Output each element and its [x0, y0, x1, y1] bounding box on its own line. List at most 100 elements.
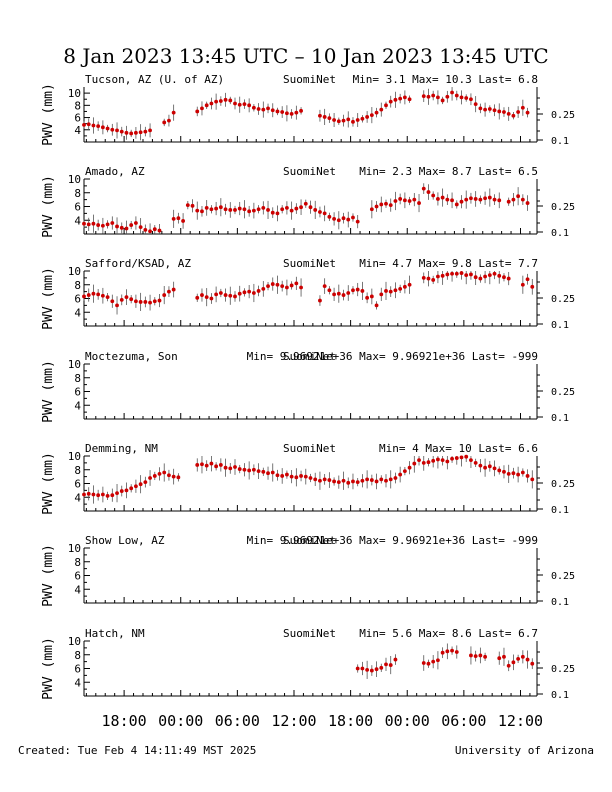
data-point [275, 211, 280, 216]
data-point [96, 292, 101, 297]
data-point [511, 197, 516, 202]
data-point [497, 468, 502, 473]
data-point [525, 110, 530, 115]
data-point [143, 129, 148, 134]
y-tick-label: 6 [74, 386, 81, 399]
data-point [469, 196, 473, 201]
data-point [487, 195, 492, 200]
data-point [223, 207, 228, 212]
data-point [214, 99, 219, 104]
data-point [280, 474, 285, 478]
data-point [134, 484, 138, 489]
data-point [360, 116, 365, 121]
data-point [162, 293, 167, 297]
data-point [398, 197, 403, 201]
data-point [421, 460, 426, 465]
data-point [436, 658, 440, 663]
y-tick-label: 8 [74, 556, 81, 569]
data-point [148, 476, 152, 480]
data-point [86, 293, 91, 297]
data-point [393, 657, 398, 662]
data-point [374, 110, 379, 115]
data-point [351, 479, 355, 484]
data-point [506, 663, 511, 668]
data-point [398, 286, 403, 291]
data-point [100, 223, 105, 228]
data-point [341, 216, 346, 221]
right-tick-label: 0.25 [551, 479, 575, 490]
data-point [280, 284, 285, 289]
data-point [237, 206, 242, 211]
data-point [251, 291, 256, 295]
data-point [388, 203, 393, 208]
data-point [379, 477, 384, 482]
data-point [445, 197, 450, 202]
data-point [332, 118, 336, 122]
data-point [275, 282, 280, 287]
station-name: Tucson, AZ (U. of AZ) [85, 73, 224, 86]
created-timestamp: Created: Tue Feb 4 14:11:49 MST 2025 [18, 744, 256, 757]
data-point [346, 117, 351, 122]
data-point [483, 274, 487, 279]
data-point [450, 271, 454, 276]
data-point [157, 298, 162, 303]
data-point [266, 208, 270, 212]
data-point [299, 474, 303, 478]
y-tick-label: 4 [74, 583, 81, 596]
data-point [233, 101, 237, 106]
data-point [82, 294, 86, 299]
data-point [289, 111, 294, 116]
data-point [148, 300, 152, 305]
data-point [369, 113, 374, 118]
network-label: SuomiNet [283, 350, 336, 363]
data-point [322, 477, 327, 482]
data-point [478, 463, 483, 468]
y-axis-label: PWV (mm) [41, 637, 56, 700]
data-point [421, 94, 426, 99]
data-point [171, 110, 176, 115]
right-tick-label: 0.1 [551, 413, 569, 424]
data-point [388, 663, 393, 667]
y-axis-label: PWV (mm) [41, 83, 56, 146]
data-point [369, 294, 374, 299]
data-point [86, 222, 91, 227]
data-point [110, 221, 115, 225]
right-tick-label: 0.1 [551, 505, 569, 516]
data-point [355, 118, 360, 122]
data-point [214, 206, 219, 211]
y-tick-label: 10 [68, 542, 81, 555]
data-point [105, 222, 110, 227]
data-point [289, 283, 294, 288]
data-point [459, 95, 464, 100]
network-label: SuomiNet [283, 257, 336, 270]
data-point [129, 486, 134, 491]
data-point [469, 653, 473, 658]
network-label: SuomiNet [283, 627, 336, 640]
data-point [218, 291, 223, 295]
data-point [242, 102, 247, 107]
data-point [214, 464, 219, 469]
data-point [431, 458, 436, 463]
data-point [218, 99, 223, 103]
data-point [233, 208, 237, 212]
stats-label: Min= 4.7 Max= 9.8 Last= 7.7 [359, 257, 538, 270]
data-point [483, 107, 487, 112]
data-point [195, 109, 200, 114]
station-name: Safford/KSAD, AZ [85, 257, 191, 270]
data-point [322, 115, 327, 119]
data-point [209, 296, 214, 301]
data-point [374, 479, 379, 484]
data-point [157, 471, 162, 476]
data-point [275, 109, 280, 114]
data-point [261, 205, 266, 210]
data-point [138, 482, 143, 487]
data-point [355, 666, 360, 671]
data-point [478, 106, 483, 111]
data-point [171, 474, 176, 479]
data-point [261, 469, 266, 474]
data-point [341, 478, 346, 483]
x-tick-label: 12:00 [498, 712, 543, 730]
data-point [516, 110, 521, 114]
data-point [247, 103, 252, 108]
